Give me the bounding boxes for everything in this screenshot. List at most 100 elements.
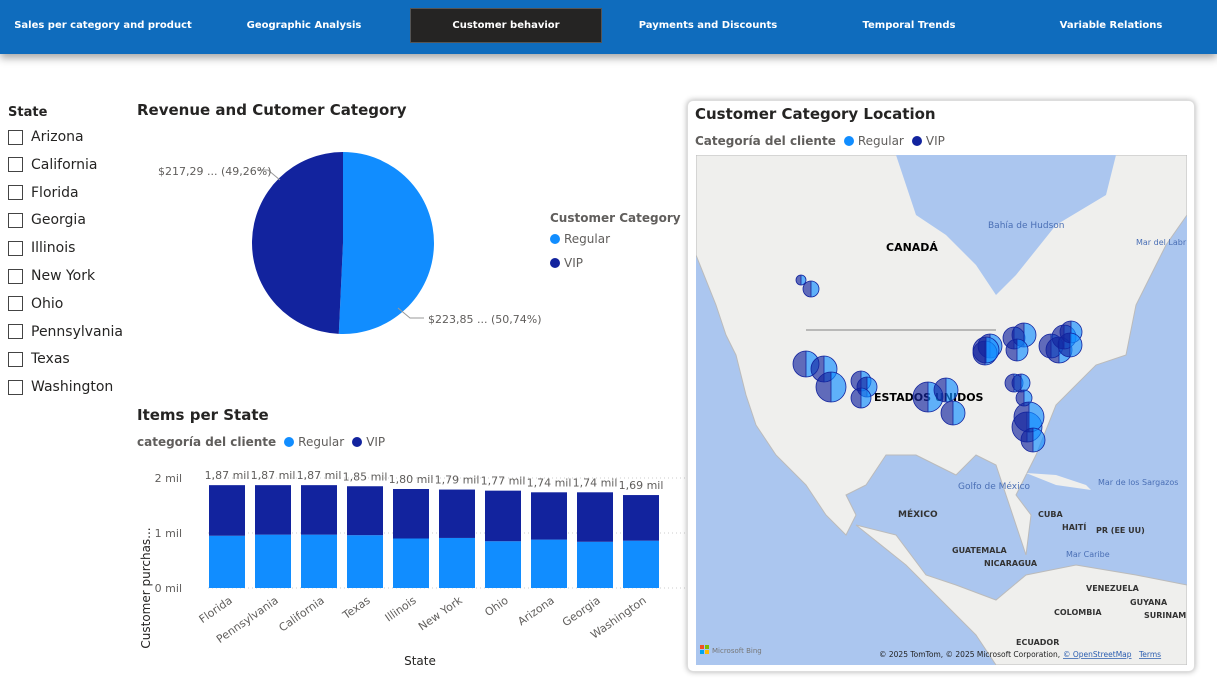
bar-vip-california[interactable] (301, 485, 337, 535)
bar-regular-florida[interactable] (209, 535, 245, 588)
bar-vip-pennsylvania[interactable] (255, 485, 291, 535)
vip-dot-icon (550, 258, 560, 268)
legend-vip[interactable]: VIP (925, 134, 945, 148)
label-leader (397, 307, 424, 319)
data-label: 1,85 mil (343, 470, 388, 483)
legend-regular[interactable]: Regular (857, 134, 904, 148)
bar-vip-georgia[interactable] (577, 492, 613, 542)
location-bubble[interactable] (940, 400, 966, 426)
location-bubble[interactable] (815, 371, 847, 403)
bar-vip-texas[interactable] (347, 486, 383, 536)
tab-variable-relations[interactable]: Variable Relations (1059, 20, 1163, 31)
bar-regular-arizona[interactable] (531, 539, 567, 588)
bar-vip-ohio[interactable] (485, 490, 521, 542)
bar-regular-pennsylvania[interactable] (255, 534, 291, 588)
location-bubble[interactable] (1015, 389, 1033, 407)
tab-geographic-analysis[interactable]: Geographic Analysis (246, 20, 362, 31)
bar-regular-washington[interactable] (623, 540, 659, 588)
slicer-item-label: California (31, 156, 98, 173)
slicer-item-california[interactable]: California (8, 155, 97, 175)
checkbox[interactable] (8, 351, 23, 367)
slicer-item-pennsylvania[interactable]: Pennsylvania (8, 322, 123, 342)
location-bubble[interactable] (1020, 427, 1046, 453)
legend-vip[interactable]: VIP (366, 435, 386, 449)
checkbox[interactable] (8, 379, 23, 395)
pie-legend-title: Customer Category (550, 211, 681, 225)
data-label: 1,69 mil (619, 479, 664, 492)
slicer-item-label: Pennsylvania (31, 323, 123, 340)
slicer-item-washington[interactable]: Washington (8, 377, 113, 397)
slicer-item-label: Ohio (31, 295, 64, 312)
data-label: 1,79 mil (435, 474, 480, 487)
x-axis-label: State (404, 654, 436, 668)
bar-vip-illinois[interactable] (393, 489, 429, 539)
checkbox[interactable] (8, 240, 23, 256)
data-label: 1,87 mil (297, 469, 342, 482)
label-surinam: SURINAM (1144, 611, 1186, 620)
slicer-item-illinois[interactable]: Illinois (8, 238, 75, 258)
label-colombia: COLOMBIA (1054, 608, 1102, 617)
checkbox[interactable] (8, 212, 23, 228)
location-bubble[interactable] (1011, 373, 1031, 393)
map-canvas[interactable]: CANADÁ ESTADOS UNIDOS MÉXICO Bahía de Hu… (696, 155, 1187, 665)
pie-slice-vip[interactable] (251, 152, 343, 334)
label-labrador: Mar del Labr (1136, 238, 1187, 247)
bar-title: Items per State (137, 406, 269, 424)
label-sargasso: Mar de los Sargazos (1098, 478, 1178, 487)
tab-temporal-trends[interactable]: Temporal Trends (862, 20, 956, 31)
slicer-item-georgia[interactable]: Georgia (8, 210, 86, 230)
checkbox[interactable] (8, 324, 23, 340)
tab-customer-behavior[interactable]: Customer behavior (410, 8, 602, 43)
legend-regular[interactable]: Regular (298, 435, 345, 449)
bar-vip-florida[interactable] (209, 485, 245, 536)
legend-regular[interactable]: Regular (550, 232, 610, 246)
tab-sales-per-category-and-product[interactable]: Sales per category and product (14, 20, 192, 31)
location-bubble[interactable] (972, 336, 1000, 364)
x-tick-label: Florida (197, 594, 235, 626)
bar-vip-new-york[interactable] (439, 489, 475, 538)
location-bubble[interactable] (802, 280, 820, 298)
slicer-item-new-york[interactable]: New York (8, 266, 95, 286)
checkbox[interactable] (8, 296, 23, 312)
location-bubble[interactable] (933, 377, 959, 403)
checkbox[interactable] (8, 185, 23, 201)
slicer-item-label: Arizona (31, 129, 84, 145)
vip-dot-icon (352, 437, 363, 447)
label-mexico: MÉXICO (898, 508, 938, 520)
pie-slice-regular[interactable] (338, 152, 434, 334)
checkbox[interactable] (8, 268, 23, 284)
location-bubble[interactable] (795, 274, 807, 286)
bar-vip-arizona[interactable] (531, 492, 567, 540)
slicer-item-label: Texas (31, 351, 70, 368)
label-ecuador: ECUADOR (1016, 638, 1059, 647)
slicer-item-florida[interactable]: Florida (8, 183, 79, 203)
label-canada: CANADÁ (886, 241, 938, 254)
legend-vip[interactable]: VIP (550, 256, 583, 270)
checkbox[interactable] (8, 157, 23, 173)
slicer-item-ohio[interactable]: Ohio (8, 294, 63, 314)
map-visual: Customer Category Location Categoría del… (687, 100, 1195, 672)
data-label: 1,87 mil (205, 469, 250, 482)
bar-regular-new-york[interactable] (439, 537, 475, 588)
slicer-item-texas[interactable]: Texas (8, 349, 70, 369)
x-tick-label: New York (416, 593, 465, 633)
location-bubble[interactable] (1057, 332, 1083, 358)
slicer-item-arizona[interactable]: Arizona (8, 127, 84, 147)
map-title: Customer Category Location (695, 105, 936, 123)
terms-link[interactable]: Terms (1138, 650, 1161, 659)
location-bubble[interactable] (1013, 401, 1045, 433)
bar-regular-georgia[interactable] (577, 541, 613, 588)
checkbox[interactable] (8, 129, 23, 145)
x-tick-label: Georgia (560, 594, 603, 629)
label-caribbean: Mar Caribe (1066, 550, 1110, 559)
location-bubble[interactable] (1005, 338, 1029, 362)
bar-vip-washington[interactable] (623, 495, 659, 541)
bar-regular-ohio[interactable] (485, 541, 521, 588)
osm-link[interactable]: © OpenStreetMap (1063, 650, 1132, 659)
location-bubble[interactable] (850, 387, 872, 409)
bar-regular-texas[interactable] (347, 535, 383, 588)
tab-payments-and-discounts[interactable]: Payments and Discounts (638, 20, 778, 31)
bar-chart: Customer purchas... State 0 mil 1 mil 2 mi… (139, 469, 690, 668)
bar-regular-california[interactable] (301, 534, 337, 588)
bar-regular-illinois[interactable] (393, 538, 429, 589)
